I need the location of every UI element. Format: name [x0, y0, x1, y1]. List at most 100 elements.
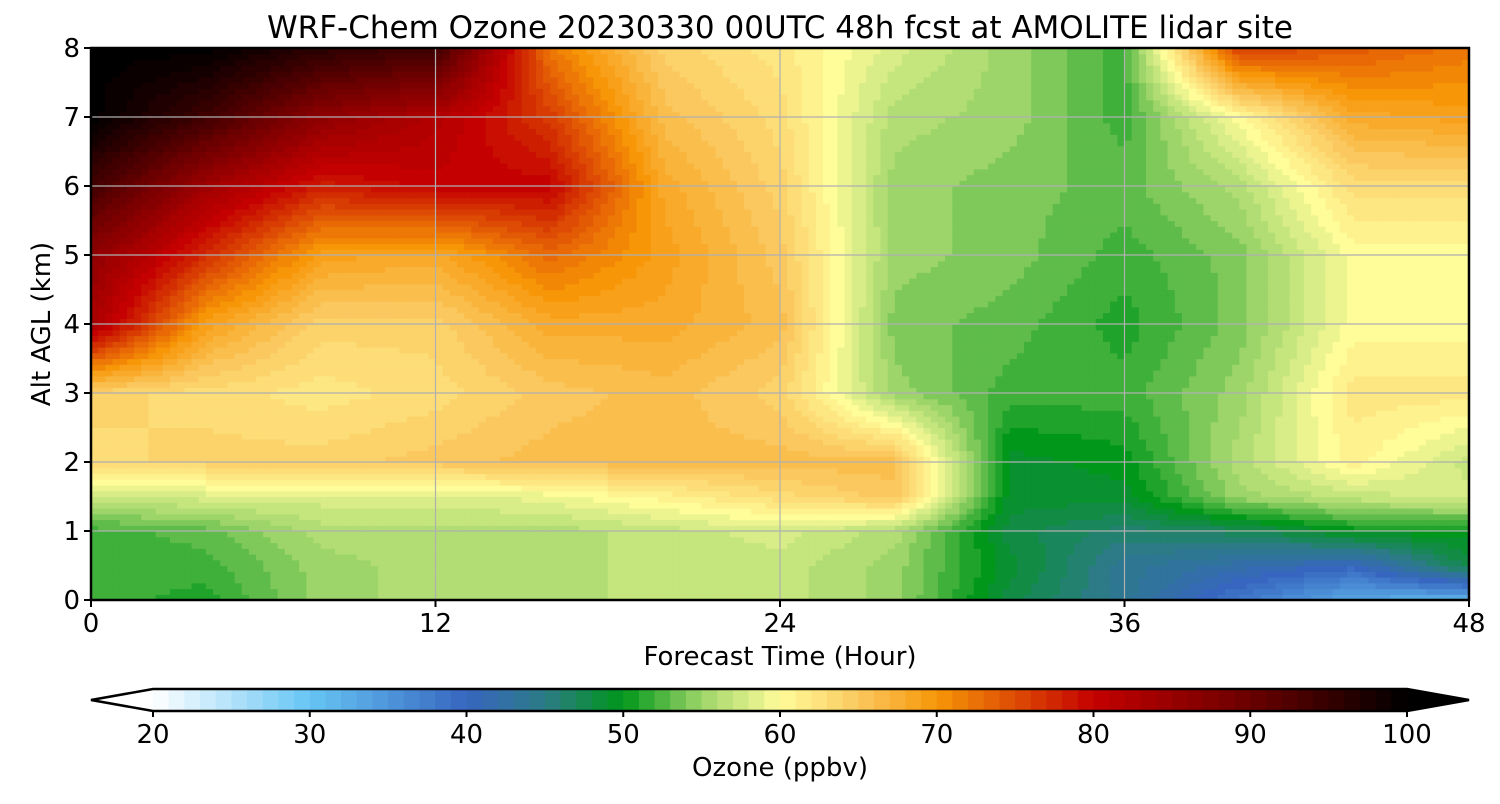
- heatmap-cell: [701, 571, 709, 578]
- heatmap-cell: [177, 450, 185, 457]
- heatmap-cell: [342, 473, 350, 480]
- heatmap-cell: [1124, 594, 1133, 600]
- heatmap-cell: [1038, 525, 1047, 532]
- heatmap-cell: [349, 513, 358, 521]
- heatmap-cell: [169, 559, 178, 567]
- heatmap-cell: [98, 571, 106, 578]
- heatmap-cell: [858, 554, 867, 561]
- heatmap-cell: [1224, 565, 1233, 572]
- heatmap-cell: [1253, 571, 1262, 578]
- heatmap-cell: [91, 554, 99, 561]
- heatmap-cell: [521, 450, 530, 457]
- heatmap-cell: [1181, 582, 1190, 590]
- heatmap-cell: [335, 456, 343, 463]
- heatmap-cell: [564, 594, 573, 600]
- heatmap-cell: [1210, 536, 1219, 544]
- heatmap-cell: [162, 525, 171, 532]
- heatmap-cell: [1239, 565, 1248, 572]
- heatmap-cell: [1038, 450, 1047, 457]
- heatmap-cell: [162, 571, 171, 578]
- heatmap-cell: [1282, 554, 1291, 561]
- heatmap-cell: [421, 536, 429, 544]
- heatmap-cell: [342, 542, 350, 549]
- heatmap-cell: [701, 519, 709, 526]
- heatmap-cell: [887, 513, 896, 521]
- heatmap-cell: [1275, 542, 1283, 549]
- heatmap-cell: [335, 554, 343, 561]
- heatmap-cell: [126, 577, 135, 584]
- heatmap-cell: [1440, 519, 1449, 526]
- heatmap-cell: [91, 588, 99, 595]
- heatmap-cell: [205, 513, 214, 521]
- heatmap-cell: [306, 594, 315, 600]
- heatmap-cell: [772, 485, 781, 492]
- heatmap-cell: [220, 496, 228, 503]
- heatmap-cell: [1117, 594, 1126, 600]
- heatmap-cell: [801, 496, 810, 503]
- heatmap-cell: [973, 502, 982, 509]
- heatmap-cell: [837, 594, 846, 600]
- heatmap-cell: [1418, 479, 1427, 486]
- heatmap-cell: [873, 548, 882, 555]
- heatmap-cell: [220, 490, 228, 498]
- heatmap-cell: [916, 571, 925, 578]
- heatmap-cell: [1059, 473, 1068, 480]
- heatmap-cell: [1346, 479, 1355, 486]
- heatmap-cell: [1009, 588, 1018, 595]
- heatmap-cell: [1138, 525, 1147, 532]
- heatmap-cell: [313, 450, 322, 457]
- heatmap-cell: [1440, 536, 1449, 544]
- heatmap-cell: [657, 513, 666, 521]
- heatmap-cell: [657, 456, 666, 463]
- heatmap-cell: [421, 479, 429, 486]
- heatmap-cell: [772, 473, 781, 480]
- heatmap-cell: [399, 588, 408, 595]
- heatmap-cell: [607, 577, 616, 584]
- heatmap-cell: [1167, 479, 1176, 486]
- heatmap-cell: [392, 525, 401, 532]
- heatmap-cell: [1318, 467, 1327, 475]
- heatmap-cell: [988, 462, 996, 469]
- heatmap-cell: [184, 467, 193, 475]
- heatmap-cell: [478, 508, 487, 515]
- heatmap-cell: [507, 467, 516, 475]
- heatmap-cell: [291, 594, 300, 600]
- heatmap-cell: [1189, 542, 1197, 549]
- heatmap-cell: [1404, 582, 1413, 590]
- heatmap-cell: [902, 559, 910, 567]
- heatmap-cell: [478, 479, 487, 486]
- heatmap-cell: [1440, 462, 1449, 469]
- heatmap-cell: [1196, 462, 1205, 469]
- heatmap-cell: [679, 588, 688, 595]
- heatmap-cell: [1217, 462, 1226, 469]
- heatmap-cell: [378, 508, 386, 515]
- heatmap-cell: [722, 571, 731, 578]
- heatmap-cell: [342, 479, 350, 486]
- heatmap-cell: [134, 496, 142, 503]
- heatmap-cell: [1311, 490, 1319, 498]
- heatmap-cell: [823, 519, 831, 526]
- heatmap-cell: [478, 531, 487, 538]
- heatmap-cell: [851, 450, 860, 457]
- heatmap-cell: [1390, 496, 1398, 503]
- heatmap-cell: [141, 490, 150, 498]
- heatmap-cell: [657, 473, 666, 480]
- heatmap-cell: [363, 525, 372, 532]
- heatmap-cell: [291, 496, 300, 503]
- heatmap-cell: [1232, 559, 1240, 567]
- heatmap-cell: [1433, 485, 1441, 492]
- heatmap-cell: [335, 502, 343, 509]
- heatmap-cell: [471, 536, 480, 544]
- heatmap-cell: [1189, 473, 1197, 480]
- heatmap-cell: [1016, 450, 1025, 457]
- heatmap-cell: [715, 594, 724, 600]
- heatmap-cell: [1253, 559, 1262, 567]
- heatmap-cell: [141, 519, 150, 526]
- heatmap-cell: [126, 531, 135, 538]
- heatmap-cell: [1024, 542, 1032, 549]
- heatmap-cell: [471, 525, 480, 532]
- heatmap-cell: [263, 559, 272, 567]
- heatmap-cell: [880, 554, 889, 561]
- heatmap-cell: [1160, 554, 1169, 561]
- heatmap-cell: [428, 473, 437, 480]
